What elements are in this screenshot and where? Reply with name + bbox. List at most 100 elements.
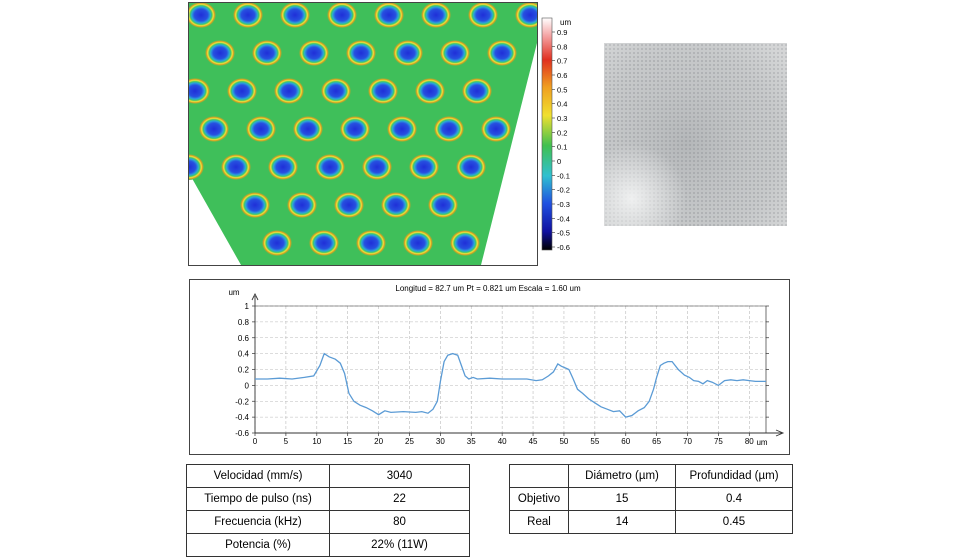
x-tick-label: 80 — [745, 437, 754, 446]
header-cell-depth: Profundidad (µm) — [675, 464, 793, 488]
dimple — [468, 3, 498, 28]
colorbar-tick-label: 0.5 — [557, 85, 567, 94]
dimple — [340, 116, 370, 142]
param-value: 22 — [329, 487, 470, 511]
process-parameters-table: Velocidad (mm/s) 3040 Tiempo de pulso (n… — [186, 464, 470, 557]
cell-depth: 0.4 — [675, 487, 793, 511]
table-row: Frecuencia (kHz) 80 — [186, 510, 470, 534]
dimple — [462, 78, 492, 104]
y-tick-label: 0.6 — [238, 334, 250, 343]
dimple — [362, 154, 392, 180]
dimple — [221, 154, 251, 180]
param-label: Frecuencia (kHz) — [186, 510, 330, 534]
y-tick-label: 0.2 — [238, 366, 250, 375]
dimple — [481, 116, 511, 142]
colorbar: um 0.9 0.8 0.7 0.6 0.5 0.4 0.3 0.2 0.1 0 -0.1 -0.2 -… — [540, 16, 590, 256]
dimple — [205, 40, 235, 66]
dimple — [262, 230, 292, 256]
x-tick-label: 15 — [343, 437, 352, 446]
dimple — [309, 230, 339, 256]
param-value: 22% (11W) — [329, 533, 470, 557]
colorbar-tick-label: 0.1 — [557, 143, 567, 152]
dimple — [356, 230, 386, 256]
dimple — [246, 116, 276, 142]
cell-diameter: 14 — [568, 510, 676, 534]
dimple — [334, 192, 364, 218]
dimple — [387, 116, 417, 142]
dimple — [252, 40, 282, 66]
x-tick-label: 65 — [652, 437, 661, 446]
dimple — [321, 78, 351, 104]
dimple — [515, 3, 537, 28]
dimple — [315, 154, 345, 180]
dimple — [450, 230, 480, 256]
series-line-profile — [255, 352, 766, 418]
x-tick-label: 30 — [436, 437, 445, 446]
row-label: Real — [509, 510, 569, 534]
dimple — [274, 78, 304, 104]
row-label: Objetivo — [509, 487, 569, 511]
colorbar-tick-label: 0.6 — [557, 71, 567, 80]
colorbar-tick-label: 0.7 — [557, 57, 567, 66]
dimple — [227, 78, 257, 104]
surface-map — [188, 2, 538, 266]
header-cell-diameter: Diámetro (µm) — [568, 464, 676, 488]
dimple — [456, 154, 486, 180]
dimple — [327, 3, 357, 28]
dimple — [374, 3, 404, 28]
colorbar-tick-label: -0.6 — [557, 243, 570, 252]
dimple — [287, 192, 317, 218]
y-tick-label: -0.2 — [235, 397, 249, 406]
param-value: 80 — [329, 510, 470, 534]
dimple-grid — [189, 3, 537, 256]
dimple — [280, 3, 310, 28]
table-header-row: Diámetro (µm) Profundidad (µm) — [509, 464, 793, 488]
dimple — [421, 3, 451, 28]
chart-grid — [254, 305, 766, 434]
dimple — [368, 78, 398, 104]
x-tick-labels: 0 5 10 15 20 25 30 35 40 45 50 55 60 65 70 75 80 — [253, 437, 755, 446]
x-tick-label: 50 — [559, 437, 568, 446]
colorbar-tick-label: 0.8 — [557, 42, 567, 51]
param-value: 3040 — [329, 464, 470, 488]
x-tick-label: 40 — [498, 437, 507, 446]
y-tick-labels: 1 0.8 0.6 0.4 0.2 0 -0.2 -0.4 -0.6 — [235, 302, 249, 438]
colorbar-tick-label: -0.2 — [557, 186, 570, 195]
x-tick-label: 20 — [374, 437, 383, 446]
x-tick-label: 25 — [405, 437, 414, 446]
dimple — [293, 116, 323, 142]
x-tick-label: 75 — [714, 437, 723, 446]
cell-depth: 0.45 — [675, 510, 793, 534]
colorbar-ticks: 0.9 0.8 0.7 0.6 0.5 0.4 0.3 0.2 0.1 0 -0.1 -0.2 -0.3… — [552, 28, 570, 252]
header-cell-empty — [509, 464, 569, 488]
table-row: Real 14 0.45 — [509, 510, 793, 534]
dimple — [434, 116, 464, 142]
x-tick-label: 5 — [284, 437, 289, 446]
param-label: Velocidad (mm/s) — [186, 464, 330, 488]
colorbar-svg: um 0.9 0.8 0.7 0.6 0.5 0.4 0.3 0.2 0.1 0 -0.1 -0.2 -… — [541, 17, 571, 252]
cell-diameter: 15 — [568, 487, 676, 511]
x-tick-label: 55 — [590, 437, 599, 446]
dimple — [415, 78, 445, 104]
param-label: Tiempo de pulso (ns) — [186, 487, 330, 511]
dimple — [189, 154, 204, 180]
dimple — [189, 78, 210, 104]
y-axis-label: um — [228, 288, 239, 297]
surface-photo — [604, 43, 787, 226]
y-tick-label: 1 — [245, 302, 250, 311]
x-tick-label: 45 — [529, 437, 538, 446]
colorbar-tick-label: 0.9 — [557, 28, 567, 37]
y-tick-label: 0.8 — [238, 318, 250, 327]
x-tick-label: 70 — [683, 437, 692, 446]
y-tick-label: 0 — [245, 381, 250, 390]
dimple — [409, 154, 439, 180]
colorbar-tick-label: 0 — [557, 157, 561, 166]
dimple — [233, 3, 263, 28]
chart-title: Longitud = 82.7 um Pt = 0.821 um Escala … — [395, 284, 581, 293]
dimple — [268, 154, 298, 180]
colorbar-tick-label: 0.2 — [557, 128, 567, 137]
table-row: Tiempo de pulso (ns) 22 — [186, 487, 470, 511]
colorbar-gradient — [541, 17, 553, 251]
colorbar-unit: um — [560, 18, 571, 27]
colorbar-tick-label: -0.5 — [557, 229, 570, 238]
